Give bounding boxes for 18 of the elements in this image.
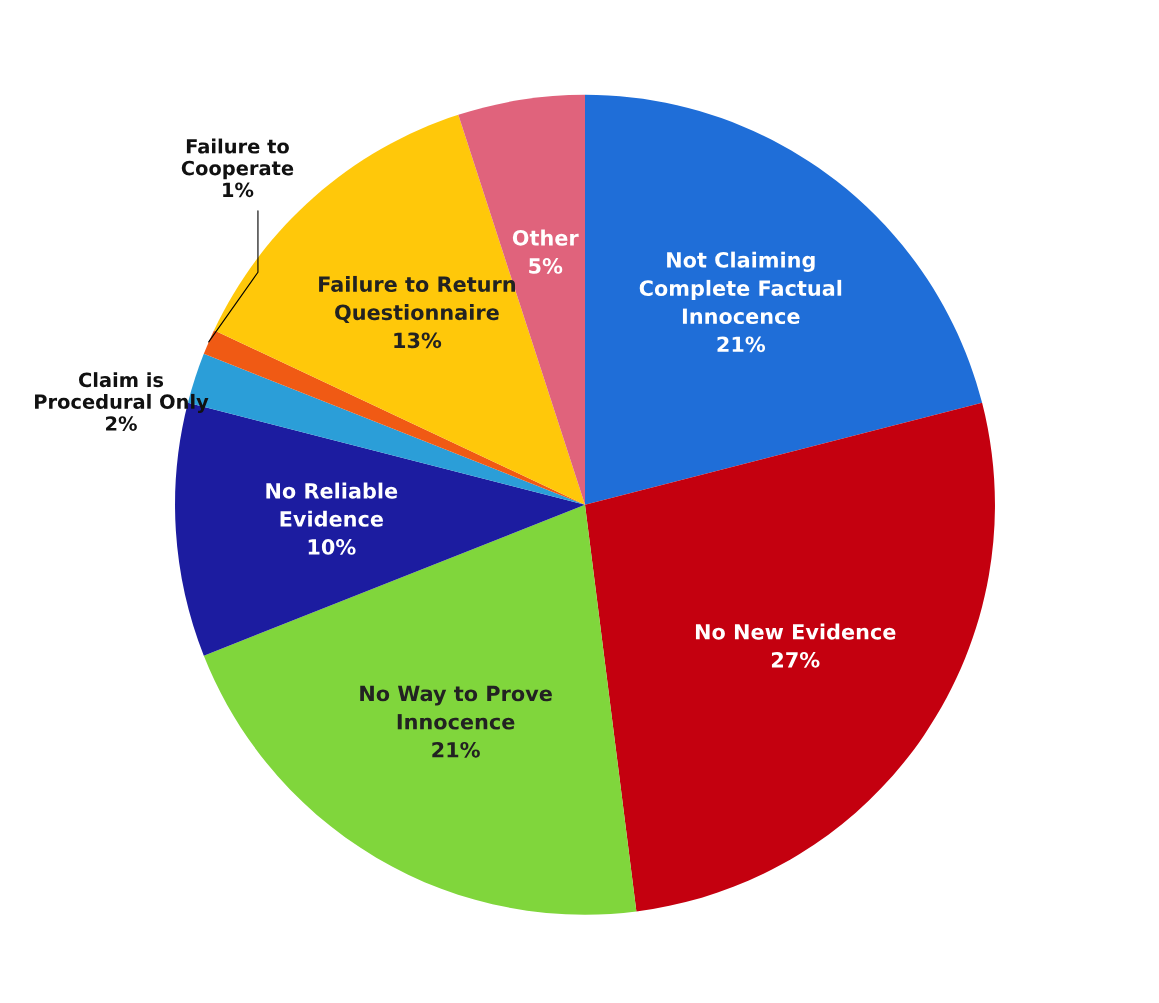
data-label: 27% [771,651,820,668]
slice-label: Failure to Cooperate [181,138,294,180]
pie-slice [585,94,983,505]
slice-label: No New Evidence [695,623,896,640]
data-label: 10% [308,539,356,555]
data-label: 21% [717,336,766,353]
pie-slice [203,504,637,915]
slice-label: No Way to Prove Innocence [360,685,552,730]
slice-label: Failure to Return Questionnaire [319,275,515,323]
pie-slice [585,402,995,912]
data-label: 1% [223,182,254,198]
data-label: 13% [394,332,442,349]
data-label: 21% [432,741,480,758]
slice-label: No Reliable Evidence [266,482,398,527]
data-label: 5% [529,258,563,274]
data-label: 2% [106,416,137,431]
slice-label: Other [512,229,579,246]
slice-label: Not Claiming Complete Factual Innocence [639,251,842,325]
